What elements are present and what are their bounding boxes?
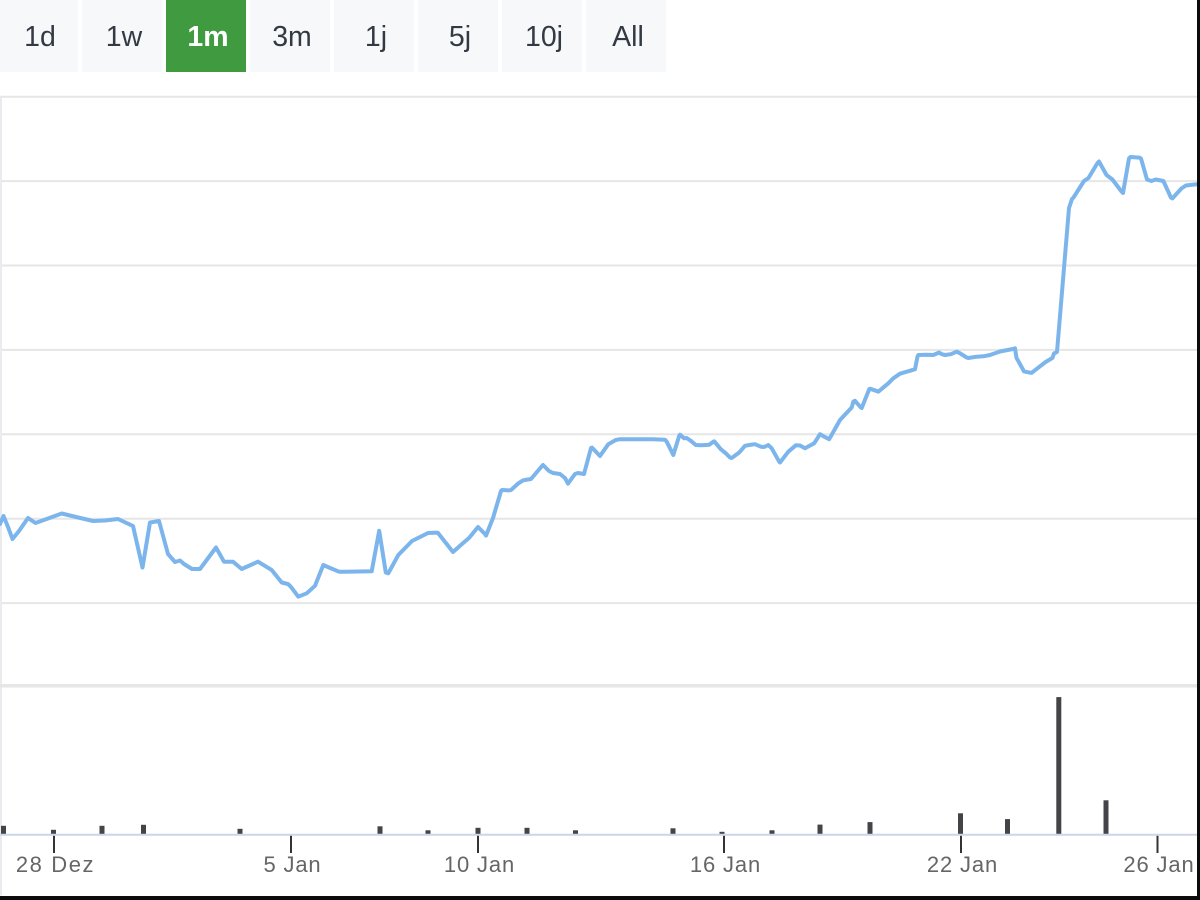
svg-text:1w: 1w bbox=[106, 21, 143, 53]
svg-text:22 Jan: 22 Jan bbox=[927, 852, 998, 877]
svg-text:10j: 10j bbox=[525, 21, 563, 53]
svg-text:1m: 1m bbox=[187, 21, 228, 53]
svg-text:16 Jan: 16 Jan bbox=[690, 852, 761, 877]
svg-text:5 Jan: 5 Jan bbox=[263, 852, 321, 877]
svg-text:All: All bbox=[612, 21, 644, 53]
svg-text:1j: 1j bbox=[365, 21, 387, 53]
svg-text:26 Jan: 26 Jan bbox=[1123, 852, 1194, 877]
svg-text:10 Jan: 10 Jan bbox=[444, 852, 515, 877]
svg-text:5j: 5j bbox=[449, 21, 471, 53]
svg-text:3m: 3m bbox=[272, 21, 312, 53]
svg-text:1d: 1d bbox=[24, 21, 56, 53]
svg-text:28 Dez: 28 Dez bbox=[16, 852, 95, 877]
